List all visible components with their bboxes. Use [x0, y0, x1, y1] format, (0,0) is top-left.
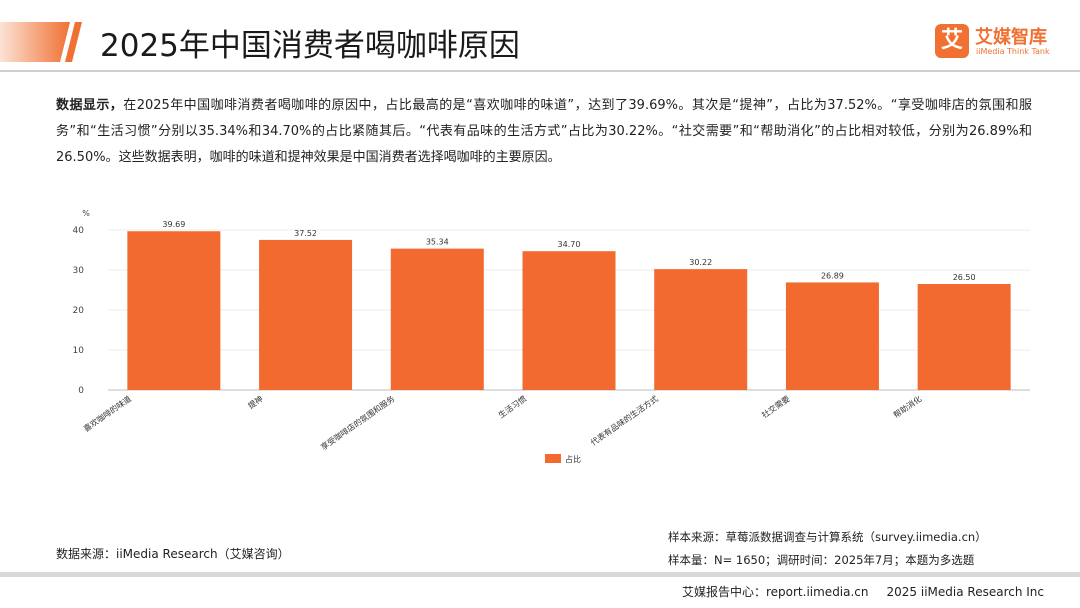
summary-text: 在2025年中国咖啡消费者喝咖啡的原因中，占比最高的是“喜欢咖啡的味道”，达到了…: [56, 98, 1032, 165]
sample-source: 样本来源：草莓派数据调查与计算系统（survey.iimedia.cn）: [668, 530, 987, 544]
bar: [917, 284, 1011, 390]
data-label: 34.70: [558, 240, 581, 249]
legend-swatch: [545, 454, 561, 463]
y-tick-label: 20: [73, 306, 85, 316]
x-tick-label: 帮助消化: [891, 393, 923, 420]
x-tick-label: 社交需要: [760, 393, 792, 420]
x-tick-label: 提神: [246, 393, 265, 410]
legend-label: 占比: [565, 454, 581, 464]
bar-chart: 0 10 20 30 40% 39.69 喜欢咖啡的味道 37.52 提神 35.34 享受咖啡店的…: [73, 209, 1030, 464]
bar: [785, 282, 879, 390]
title-divider: [0, 70, 1080, 72]
data-label: 26.50: [953, 273, 976, 282]
sample-info: 样本量：N= 1650；调研时间：2025年7月；本题为多选题: [668, 553, 975, 567]
x-tick-label: 享受咖啡店的氛围和服务: [319, 393, 397, 452]
y-tick-label: 10: [73, 346, 85, 356]
y-axis-label: %: [82, 209, 90, 218]
bar: [259, 239, 353, 390]
footer-copyright: 2025 iiMedia Research Inc: [886, 585, 1044, 599]
footer-report-center: 艾媒报告中心：report.iimedia.cn: [681, 585, 869, 599]
title-decoration: [0, 22, 82, 62]
summary-paragraph: 数据显示，在2025年中国咖啡消费者喝咖啡的原因中，占比最高的是“喜欢咖啡的味道…: [56, 93, 1032, 171]
data-label: 30.22: [689, 258, 712, 267]
data-label: 39.69: [162, 220, 185, 229]
data-label: 37.52: [294, 229, 317, 238]
bar: [522, 251, 616, 390]
footer: 艾媒报告中心：report.iimedia.cn 2025 iiMedia Res…: [664, 583, 1044, 600]
x-tick-label: 代表有品味的生活方式: [589, 393, 660, 447]
y-tick-label: 0: [78, 386, 84, 396]
logo-text-cn: 艾媒智库: [975, 27, 1047, 48]
footer-divider: [0, 572, 1080, 577]
data-label: 35.34: [426, 238, 449, 247]
x-tick-label: 喜欢咖啡的味道: [81, 393, 133, 433]
brand-logo: 艾 艾媒智库 iiMedia Think Tank: [935, 24, 1080, 64]
logo-mark: 艾: [935, 24, 969, 58]
x-tick-label: 生活习惯: [496, 393, 528, 420]
bar: [127, 231, 221, 390]
y-tick-label: 30: [73, 266, 85, 276]
data-label: 26.89: [821, 271, 844, 280]
logo-text-en: iiMedia Think Tank: [976, 47, 1050, 56]
summary-lead: 数据显示，: [56, 98, 124, 113]
y-tick-label: 40: [73, 226, 85, 236]
page-title: 2025年中国消费者喝咖啡原因: [100, 28, 520, 64]
bar: [654, 269, 748, 390]
data-source: 数据来源：iiMedia Research（艾媒咨询）: [56, 547, 290, 561]
bar: [390, 248, 484, 390]
